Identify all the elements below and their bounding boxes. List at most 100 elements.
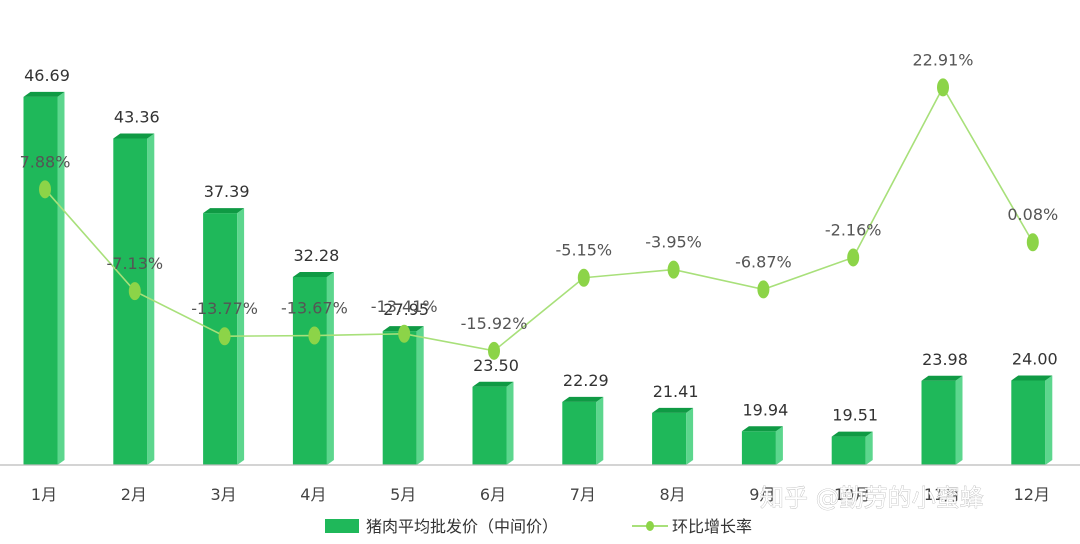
bar-top [472,381,514,387]
bar-value-label: 46.69 [24,66,70,85]
bar-4月 [292,272,334,465]
bar-value-label: 22.29 [563,371,609,390]
bar-front [831,436,866,465]
bar-front [113,138,148,465]
x-tick-label: 9月 [749,485,775,504]
bar-top [741,426,783,432]
bar-value-label: 32.28 [293,246,339,265]
growth-marker [1026,233,1039,252]
bar-front [562,401,597,465]
bar-front [921,380,956,465]
bar-value-label: 37.39 [204,182,250,201]
x-tick-label: 5月 [390,485,416,504]
growth-rate-label: -15.92% [461,314,528,333]
bar-top [652,407,694,413]
bar-side [686,407,694,465]
bar-series [23,91,1053,465]
growth-rate-label: -13.67% [281,299,348,318]
x-tick-label: 6月 [480,485,506,504]
x-axis-ticks: 1月 2月 3月 4月 5月 6月 7月 8月 9月 10月 11月 12月 [31,485,1050,504]
growth-line [44,85,1034,352]
bar-8月 [652,407,694,465]
bar-1月 [23,91,65,465]
legend-bar-swatch [325,519,359,533]
bar-6月 [472,381,514,465]
bar-side [1045,375,1053,465]
bar-top [203,208,245,214]
x-tick-label: 7月 [570,485,596,504]
growth-rate-label: -6.87% [735,252,792,271]
x-tick-label: 2月 [121,485,147,504]
growth-marker [218,327,231,346]
bar-side [955,375,963,465]
bar-top [23,91,65,97]
bar-side [57,91,65,465]
bar-front [23,96,58,465]
bar-value-label: 23.98 [922,350,968,369]
bar-value-labels: 46.69 43.36 37.39 32.28 27.95 23.50 22.29 21.41… [24,66,1058,425]
x-tick-label: 4月 [300,485,326,504]
bar-9月 [741,426,783,465]
bar-12月 [1011,375,1053,465]
x-tick-label: 12月 [1014,485,1050,504]
bar-top [562,396,604,402]
growth-rate-label: 0.08% [1007,205,1058,224]
growth-marker [308,326,321,345]
growth-rate-label: -13.77% [191,299,258,318]
bar-side [596,396,604,465]
growth-marker [667,260,680,279]
bar-value-label: 19.51 [832,406,878,425]
bar-top [831,431,873,437]
legend-line-label: 环比增长率 [672,517,752,536]
bar-side [416,326,424,465]
bar-side [865,431,873,465]
bar-front [741,431,776,465]
watermark-text: 知乎 @勤劳的小蜜蜂 [760,484,984,512]
legend-line-marker [646,521,654,531]
bar-value-label: 19.94 [742,400,788,419]
growth-rate-labels: 7.88% -7.13% -13.77% -13.67% -13.41% -15.92% -… [20,50,1059,332]
x-tick-label: 3月 [211,485,237,504]
growth-rate-label: 7.88% [20,152,71,171]
bar-front [472,386,507,465]
x-tick-label: 1月 [31,485,57,504]
growth-rate-label: -2.16% [825,220,882,239]
bar-side [506,381,514,465]
bar-top [1011,375,1053,381]
bar-front [652,412,687,465]
bar-front [382,331,417,465]
x-tick-label: 11月 [924,485,960,504]
x-tick-label: 8月 [660,485,686,504]
growth-rate-label: 22.91% [912,50,973,69]
bar-11月 [921,375,963,465]
bar-side [326,272,334,465]
growth-marker [577,268,590,287]
bar-top [113,133,155,139]
bar-top [292,272,334,277]
x-tick-label: 10月 [834,485,870,504]
growth-marker [937,78,949,97]
bar-front [1011,380,1046,465]
bar-value-label: 43.36 [114,108,160,127]
bar-value-label: 27.95 [383,300,429,319]
bar-value-label: 24.00 [1012,350,1058,369]
bar-5月 [382,326,424,465]
growth-marker [488,341,500,360]
bar-front [292,277,327,465]
bar-10月 [831,431,873,465]
bar-7月 [562,396,604,465]
growth-rate-label: -7.13% [106,254,163,273]
growth-line-series [39,78,1039,360]
growth-rate-label: -5.15% [555,241,612,260]
legend: 猪肉平均批发价（中间价） 环比增长率 [325,517,752,536]
bar-top [921,375,963,381]
growth-marker [128,282,141,301]
growth-rate-label: -13.41% [371,297,438,316]
legend-bar-label: 猪肉平均批发价（中间价） [366,517,558,536]
growth-marker [398,324,411,343]
growth-marker [39,180,51,199]
growth-rate-label: -3.95% [645,233,702,252]
growth-marker [757,280,770,299]
bar-value-label: 21.41 [653,382,699,401]
